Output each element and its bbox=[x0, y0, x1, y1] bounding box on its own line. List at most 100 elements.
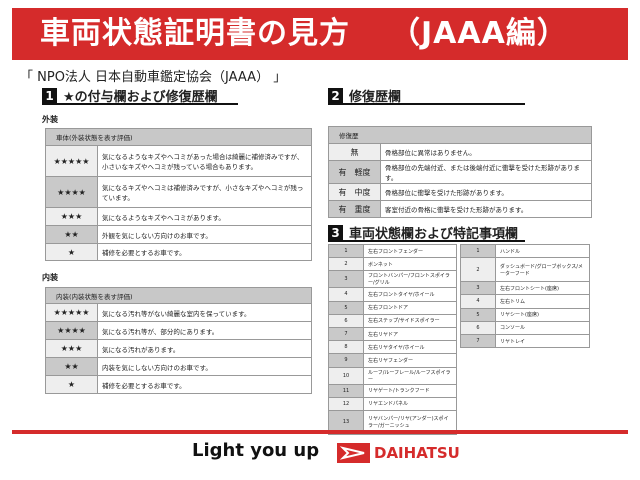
table-row: 12 リヤエンドパネル bbox=[328, 396, 457, 411]
part-name: 左右リヤフェンダー bbox=[363, 353, 457, 368]
part-name: 左右リヤタイヤ/ホイール bbox=[363, 340, 457, 355]
part-number: 5 bbox=[328, 300, 364, 315]
rating-description: 骨格部位に衝撃を受けた形跡があります。 bbox=[380, 183, 592, 201]
section-number: 3 bbox=[328, 225, 343, 240]
part-name: 左右フロントドア bbox=[363, 300, 457, 315]
part-name: リヤエンドパネル bbox=[363, 396, 457, 411]
part-name: フロントバンパー/フロントスポイラー/グリル bbox=[363, 270, 457, 289]
part-number: 3 bbox=[328, 270, 364, 289]
table-row: 4 左右トリム bbox=[460, 294, 590, 309]
table-header: 内装(内装状態を表す評価) bbox=[45, 287, 312, 304]
rating-description: 気になる汚れ等が、部分的にあります。 bbox=[97, 321, 312, 340]
rating-description: 内装を気にしない方向けのお車です。 bbox=[97, 357, 312, 376]
rating-description: 気になる汚れ等がない綺麗な室内を保っています。 bbox=[97, 303, 312, 322]
star-rating: ★★★★ bbox=[45, 176, 98, 208]
part-number: 12 bbox=[328, 396, 364, 411]
section-title: 車両状態欄および特記事項欄 bbox=[349, 227, 519, 242]
table-row: ★★★ 気になるようなキズやヘコミがあります。 bbox=[45, 207, 312, 226]
part-number: 9 bbox=[328, 353, 364, 368]
table-row: ★★★ 気になる汚れがあります。 bbox=[45, 339, 312, 358]
table-row: 7 リヤトレイ bbox=[460, 333, 590, 349]
part-name: リヤゲート/トランクフード bbox=[363, 383, 457, 398]
part-number: 1 bbox=[328, 243, 364, 259]
part-number: 10 bbox=[328, 366, 364, 385]
part-name: ルーフ/ルーフレール/ルーフスポイラー bbox=[363, 366, 457, 385]
exterior-parts-table: 1 左右フロントフェンダー 2 ボンネット 3 フロントバンパー/フロントスポイラー/グリ… bbox=[328, 243, 457, 435]
section-number: 2 bbox=[328, 88, 343, 103]
table-row: 6 コンソール bbox=[460, 320, 590, 335]
rating-description: 骨格部位に異常はありません。 bbox=[380, 143, 592, 161]
table-row: ★★★★★ 気になる汚れ等がない綺麗な室内を保っています。 bbox=[45, 303, 312, 322]
table-row: 11 リヤゲート/トランクフード bbox=[328, 383, 457, 398]
table-row: 有 中度 骨格部位に衝撃を受けた形跡があります。 bbox=[328, 183, 592, 201]
rating-description: 骨格部位の先端付近、または後端付近に衝撃を受けた形跡があります。 bbox=[380, 160, 592, 184]
table-row: 3 左右フロントシート(座席) bbox=[460, 281, 590, 296]
star-rating: 有 重度 bbox=[328, 200, 381, 218]
part-number: 2 bbox=[328, 257, 364, 272]
table-row: ★ 補修を必要とするお車です。 bbox=[45, 243, 312, 261]
table-row: 5 リヤシート(座席) bbox=[460, 307, 590, 322]
part-number: 8 bbox=[328, 340, 364, 355]
interior-label: 内装 bbox=[42, 273, 58, 282]
star-rating: ★★★★★ bbox=[45, 145, 98, 177]
part-name: 左右ステップ/サイドスポイラー bbox=[363, 313, 457, 328]
section-number: 1 bbox=[42, 88, 57, 103]
slogan-logo: Light you up bbox=[192, 440, 320, 461]
star-rating: ★★★★ bbox=[45, 321, 98, 340]
table-row: 2 ボンネット bbox=[328, 257, 457, 272]
table-row: ★★★★★ 気になるようなキズやヘコミがあった場合は綺麗に補修済みですが、小さいな… bbox=[45, 145, 312, 177]
part-number: 7 bbox=[460, 333, 496, 349]
table-header-row: 内装(内装状態を表す評価) bbox=[45, 287, 312, 304]
table-row: 10 ルーフ/ルーフレール/ルーフスポイラー bbox=[328, 366, 457, 385]
exterior-label: 外装 bbox=[42, 115, 58, 124]
table-row: ★★ 外観を気にしない方向けのお車です。 bbox=[45, 225, 312, 244]
table-row: 9 左右リヤフェンダー bbox=[328, 353, 457, 368]
table-row: ★ 補修を必要とするお車です。 bbox=[45, 375, 312, 394]
section3-heading: 3 車両状態欄および特記事項欄 bbox=[328, 225, 525, 242]
rating-description: 気になるようなキズやヘコミがあります。 bbox=[97, 207, 312, 226]
star-rating: ★ bbox=[45, 375, 98, 394]
table-header-row: 車体(外装状態を表す評価) bbox=[45, 128, 312, 146]
part-name: 左右フロントフェンダー bbox=[363, 243, 457, 259]
part-name: 左右フロントタイヤ/ホイール bbox=[363, 287, 457, 302]
part-number: 11 bbox=[328, 383, 364, 398]
part-number: 5 bbox=[460, 307, 496, 322]
part-number: 4 bbox=[460, 294, 496, 309]
table-row: 2 ダッシュボード/グローブボックス/メーターフード bbox=[460, 257, 590, 283]
table-row: 7 左右リヤドア bbox=[328, 326, 457, 342]
brand-name: DAIHATSU bbox=[374, 444, 460, 462]
rating-description: 補修を必要とするお車です。 bbox=[97, 375, 312, 394]
table-row: ★★★★ 気になるキズやヘコミは補修済みですが、小さなキズやヘコミが残っています。 bbox=[45, 176, 312, 208]
rating-description: 外観を気にしない方向けのお車です。 bbox=[97, 225, 312, 244]
star-rating: ★★★ bbox=[45, 207, 98, 226]
star-rating: 有 中度 bbox=[328, 183, 381, 201]
page-title: 車両状態証明書の見方 bbox=[40, 16, 350, 51]
part-name: コンソール bbox=[495, 320, 590, 335]
part-name: リヤシート(座席) bbox=[495, 307, 590, 322]
section-title: 修復歴欄 bbox=[349, 90, 402, 105]
table-header: 修復歴 bbox=[328, 126, 592, 144]
rating-description: 気になる汚れがあります。 bbox=[97, 339, 312, 358]
rating-description: 気になるキズやヘコミは補修済みですが、小さなキズやヘコミが残っています。 bbox=[97, 176, 312, 208]
star-rating: ★★ bbox=[45, 357, 98, 376]
table-row: 無骨格部位に異常はありません。 bbox=[328, 143, 592, 161]
part-number: 6 bbox=[460, 320, 496, 335]
repair-history-table: 修復歴無骨格部位に異常はありません。有 軽度 骨格部位の先端付近、または後端付近に… bbox=[328, 126, 592, 218]
daihatsu-logo-icon bbox=[337, 443, 370, 463]
table-row: 有 軽度 骨格部位の先端付近、または後端付近に衝撃を受けた形跡があります。 bbox=[328, 160, 592, 184]
part-name: 左右リヤドア bbox=[363, 326, 457, 342]
star-rating: ★ bbox=[45, 243, 98, 261]
section-title: ★の付与欄および修復歴欄 bbox=[63, 90, 218, 105]
table-row: 有 重度 客室付近の骨格に衝撃を受けた形跡があります。 bbox=[328, 200, 592, 218]
table-row: 1 ハンドル bbox=[460, 243, 590, 259]
part-name: リヤトレイ bbox=[495, 333, 590, 349]
page-header: 車両状態証明書の見方 （JAAA編） bbox=[12, 8, 628, 60]
part-number: 7 bbox=[328, 326, 364, 342]
table-row: 1 左右フロントフェンダー bbox=[328, 243, 457, 259]
star-rating: ★★ bbox=[45, 225, 98, 244]
part-name: ボンネット bbox=[363, 257, 457, 272]
part-number: 1 bbox=[460, 243, 496, 259]
part-number: 6 bbox=[328, 313, 364, 328]
exterior-rating-table: 車体(外装状態を表す評価) ★★★★★ 気になるようなキズやヘコミがあった場合は綺麗… bbox=[45, 128, 312, 261]
section1-heading: 1 ★の付与欄および修復歴欄 bbox=[42, 88, 238, 105]
